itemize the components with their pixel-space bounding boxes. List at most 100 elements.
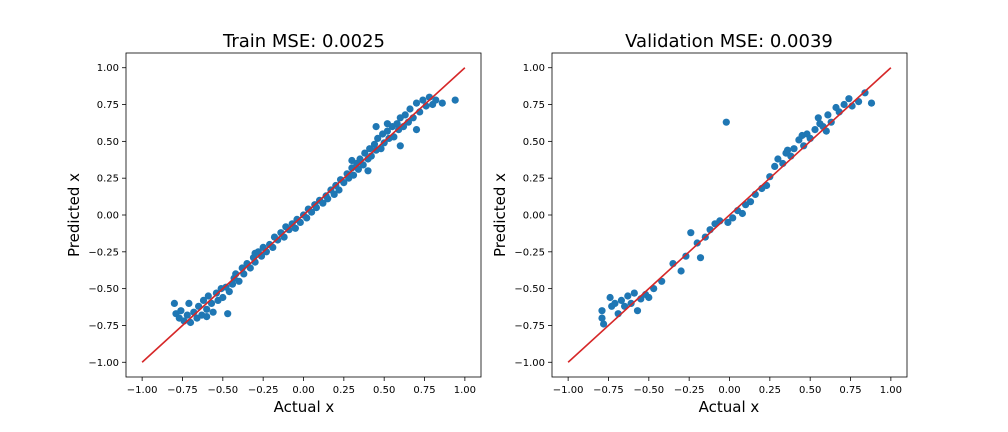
data-point [383,120,391,128]
data-point [693,239,701,247]
data-point [845,95,853,103]
data-point [598,314,606,322]
data-point [374,134,382,142]
x-tick-label: −0.75 [167,385,198,396]
x-tick-label: 0.75 [413,385,435,396]
data-point [645,293,653,302]
y-tick-label: −1.00 [88,358,119,369]
data-point [771,162,779,170]
data-point [383,127,391,135]
data-point [790,145,798,153]
data-point [235,277,243,285]
data-point [203,313,211,321]
data-point [606,293,614,302]
data-point [611,299,619,307]
data-point [366,145,374,153]
data-point [438,99,446,107]
x-tick-label: −0.50 [207,385,238,396]
data-point [738,209,747,218]
data-point [774,155,782,163]
x-tick-label: 0.25 [333,385,355,396]
data-point [348,156,356,165]
y-tick-label: 0.75 [523,100,545,111]
data-point [349,171,358,179]
y-tick-label: −0.75 [88,321,119,332]
data-point [811,126,819,134]
data-point [630,289,638,297]
y-tick-label: 0.00 [523,211,545,222]
x-axis-label-train: Actual x [274,398,335,416]
data-point [867,99,876,107]
data-point [617,296,626,304]
data-point [291,224,299,232]
data-point [203,305,211,313]
y-tick-label: −0.50 [514,284,545,295]
x-tick-label: −1.00 [127,385,158,396]
data-point [687,229,695,237]
y-tick-label: 1.00 [97,63,119,74]
data-point [324,195,332,203]
data-point [598,307,606,315]
data-point [274,236,282,244]
data-point [677,267,685,275]
x-axis-label-validation: Actual x [699,398,760,416]
data-point [600,320,608,328]
data-point [251,249,259,257]
data-point [183,311,191,319]
data-point [319,199,327,207]
data-point [370,140,379,148]
scatter-points-train [170,93,459,327]
y-tick-label: 0.25 [523,174,545,185]
data-point [372,123,380,131]
y-axis-label-train: Predicted x [65,173,83,257]
reference-line [567,67,892,363]
data-point [406,105,414,113]
data-point [219,293,227,302]
reference-line [141,67,466,363]
data-point [185,299,193,307]
data-point [861,89,869,97]
y-tick-label: 0.00 [97,211,119,222]
data-point [335,186,343,194]
data-point [170,299,178,307]
data-point [393,120,401,128]
data-point [401,111,409,119]
x-tick-label: 0.50 [373,385,395,396]
data-point [364,167,372,175]
data-point [724,218,732,226]
x-tick-label: 0.00 [292,385,314,396]
x-tick-label: 0.50 [799,385,821,396]
data-point [209,308,217,316]
data-point [696,254,705,262]
data-point [412,126,421,134]
x-tick-label: −0.25 [674,385,705,396]
data-point [177,307,185,315]
subplot-validation: Validation MSE: 0.0039 Actual x Predicte… [491,31,908,416]
scatter-points-validation [598,89,876,328]
data-point [722,118,730,126]
data-point [824,111,832,119]
data-point [840,100,848,109]
data-point [782,149,790,157]
data-point [412,99,421,107]
data-point [798,131,806,140]
data-point [766,173,774,181]
plot-area-validation: −1.00 −0.75 −0.50 −0.25 0.00 0.25 0.50 0.75 1.00… [514,52,908,396]
data-point [633,307,642,315]
data-point [361,149,369,157]
data-point [303,214,311,222]
y-axis-label-validation: Predicted x [491,173,509,257]
chart-title-train: Train MSE: 0.0025 [222,31,385,52]
data-point [396,142,404,150]
data-point [746,198,755,206]
y-tick-label: 0.50 [97,137,119,148]
y-tick-label: 0.25 [97,174,119,185]
plot-area-train: −1.00 −0.75 −0.50 −0.25 0.00 0.25 0.50 0.75 1.00… [88,52,482,396]
data-point [432,96,440,104]
x-tick-label: 0.75 [839,385,861,396]
data-point [451,96,459,104]
data-point [330,190,338,198]
x-tick-label: −0.50 [633,385,664,396]
subplot-train: Train MSE: 0.0025 Actual x Predicted x −… [65,31,482,416]
